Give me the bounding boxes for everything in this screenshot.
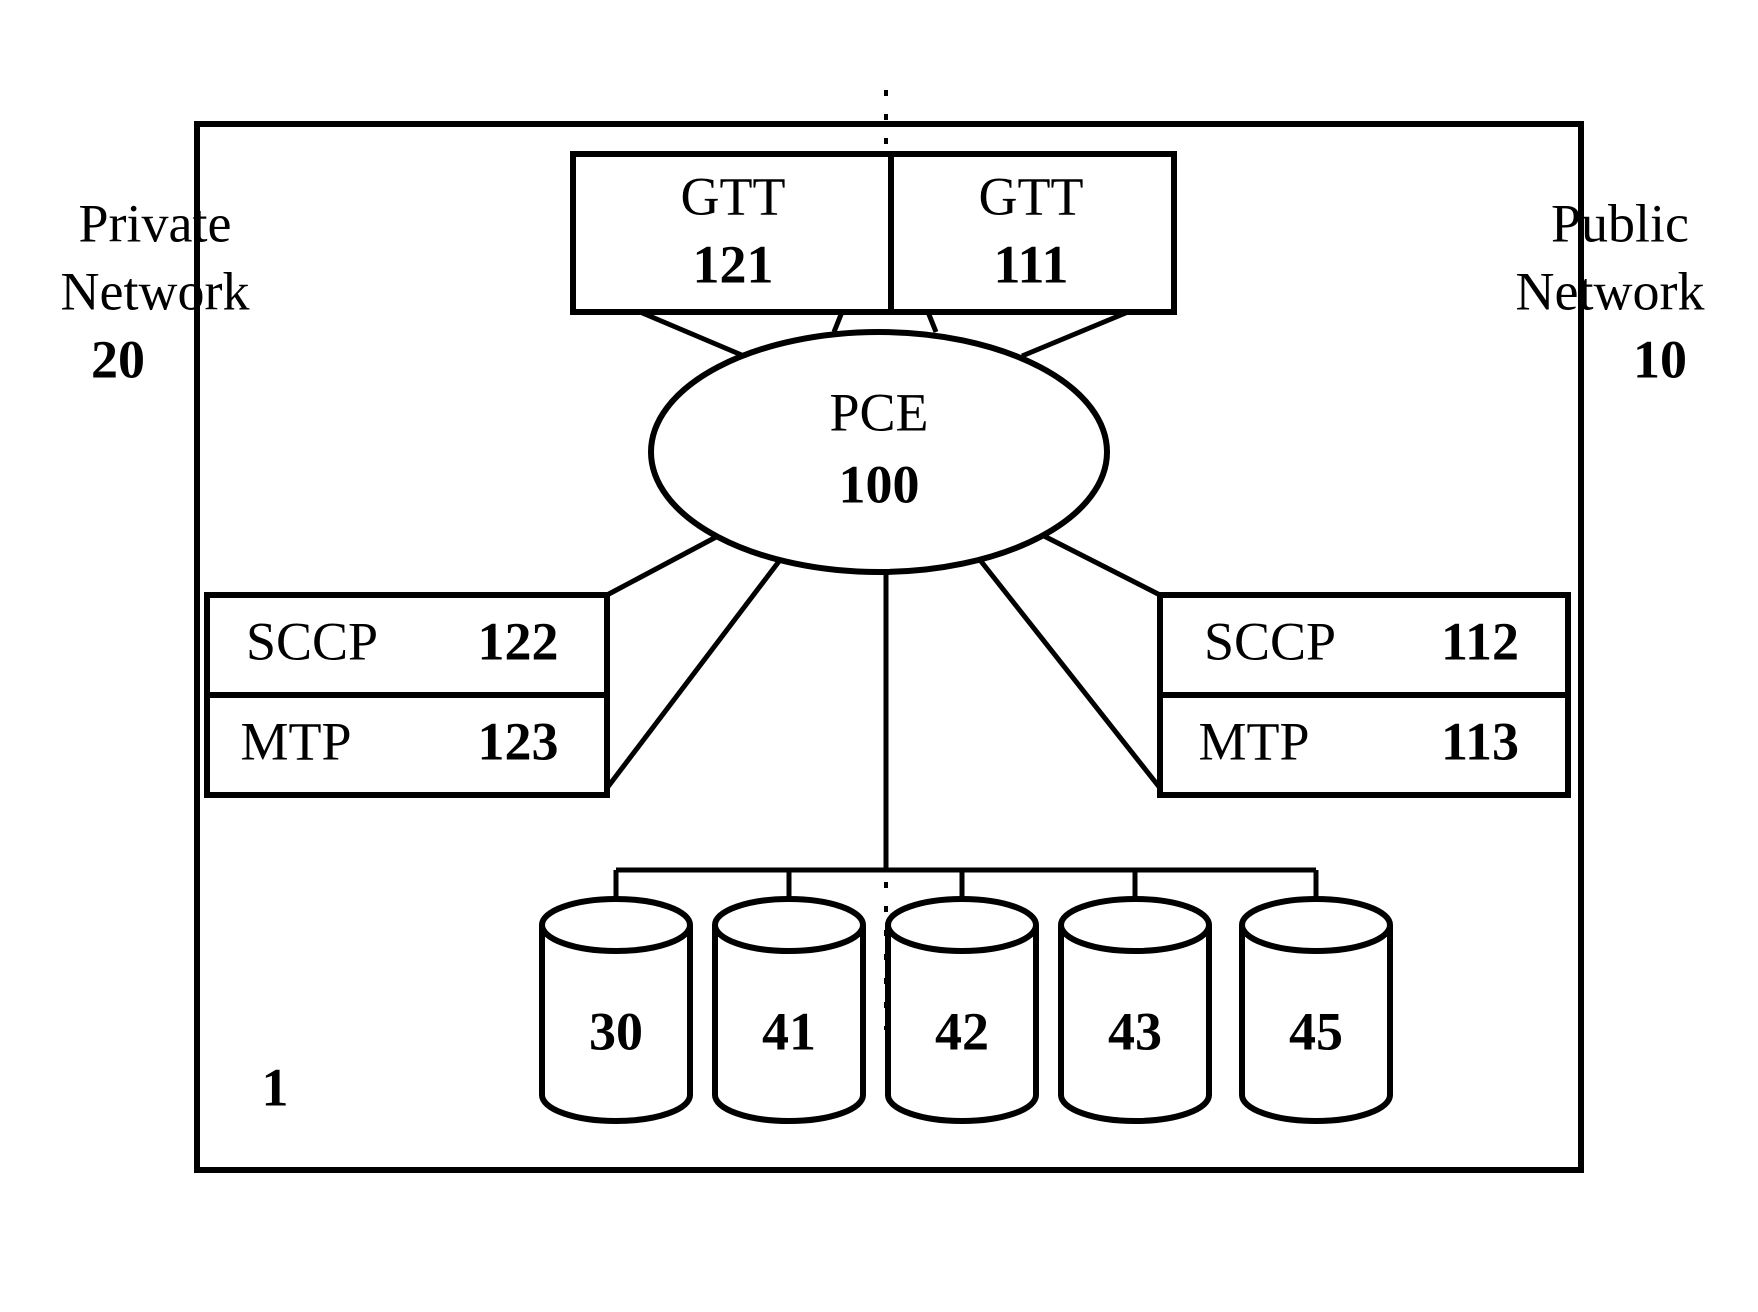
right-network-num: 10 — [1633, 329, 1687, 389]
cylinder-label-30: 30 — [589, 1001, 643, 1061]
cylinder-label-45: 45 — [1289, 1001, 1343, 1061]
cylinder-41: 41 — [715, 899, 863, 1121]
right-mtp-label: MTP — [1198, 711, 1309, 771]
gtt-right-label: GTT — [979, 166, 1084, 226]
right-sccp-num: 112 — [1441, 611, 1519, 671]
right-sccp-label: SCCP — [1204, 611, 1336, 671]
left-sccp-num: 122 — [478, 611, 559, 671]
right-network-line1: Public — [1551, 193, 1689, 253]
cylinder-label-42: 42 — [935, 1001, 989, 1061]
left-network-line1: Private — [79, 193, 232, 253]
gtt-right-num: 111 — [993, 234, 1068, 294]
left-mtp-num: 123 — [478, 711, 559, 771]
cylinder-label-43: 43 — [1108, 1001, 1162, 1061]
right-network-line2: Network — [1516, 261, 1705, 321]
left-network-num: 20 — [91, 329, 145, 389]
container-num: 1 — [262, 1057, 289, 1117]
left-network-line2: Network — [61, 261, 250, 321]
cylinder-45: 45 — [1242, 899, 1390, 1121]
cylinder-42: 42 — [888, 899, 1036, 1121]
left-mtp-label: MTP — [240, 711, 351, 771]
pce-num: 100 — [839, 454, 920, 514]
cylinder-43: 43 — [1061, 899, 1209, 1121]
right-mtp-num: 113 — [1441, 711, 1519, 771]
cylinder-30: 30 — [542, 899, 690, 1121]
pce-label: PCE — [829, 382, 928, 442]
gtt-left-num: 121 — [693, 234, 774, 294]
cylinder-label-41: 41 — [762, 1001, 816, 1061]
left-sccp-label: SCCP — [246, 611, 378, 671]
gtt-left-label: GTT — [681, 166, 786, 226]
